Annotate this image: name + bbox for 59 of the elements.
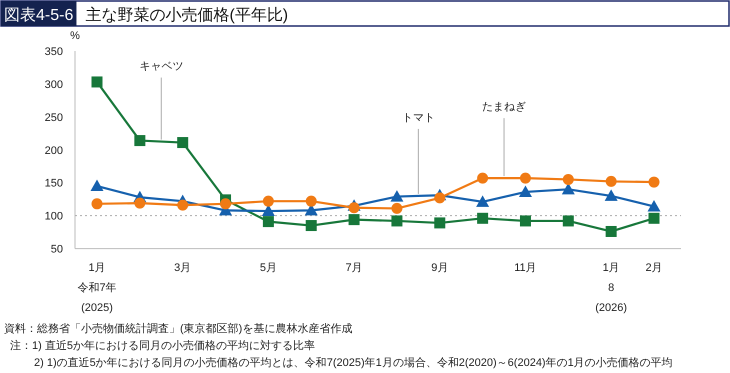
point [476, 195, 490, 207]
point [391, 215, 402, 226]
point [134, 135, 146, 146]
x-tick-label: 2月 [645, 262, 663, 274]
point [92, 198, 102, 210]
y-tick-label: 200 [44, 144, 63, 157]
y-axis-title: % [70, 30, 80, 42]
point [262, 204, 275, 216]
x-tick-label: 9月 [431, 262, 448, 274]
point [518, 185, 532, 197]
text: 注：1) 直近5か年における同月の小売価格の平均に対する比率 [10, 339, 315, 352]
point [90, 180, 104, 192]
y-tick-label: 350 [44, 46, 63, 58]
chart-subtitle: 主な野菜の小売価格(平年比) [85, 6, 288, 24]
text: トマト [402, 112, 435, 124]
point [348, 214, 360, 226]
x-tick-label: 5月 [260, 262, 277, 274]
y-tick-label: 150 [44, 178, 63, 190]
x-tick-label: 11月 [514, 262, 537, 274]
point [604, 189, 618, 201]
x-tick-label: 1月令和7年 (2025) [77, 262, 117, 314]
point [562, 215, 574, 226]
point [177, 137, 188, 148]
text: 2) 1)の直近5か年における同月の小売価格の平均とは、令和7(2025)年1月の場合、令和2(2020)～6(2024)年の1月の小売価格の平均 [34, 356, 673, 369]
y-tick-label: 250 [44, 112, 63, 124]
text: 資料：総務省「小売物価統計調査」(東京都区部)を基に農林水産省作成 [4, 322, 352, 335]
point [648, 200, 660, 212]
x-tick-label: 3月 [174, 262, 192, 274]
point [306, 220, 317, 232]
point [648, 176, 660, 188]
point [562, 174, 574, 185]
point [477, 172, 488, 184]
point [220, 198, 232, 210]
y-tick-label: 50 [50, 244, 63, 256]
point [606, 226, 617, 237]
point [434, 217, 446, 228]
text: たまねぎ [482, 101, 526, 114]
point [177, 200, 188, 211]
point [262, 196, 274, 207]
x-tick-label: 1月8 (2026) [595, 262, 628, 314]
point [262, 216, 274, 228]
point [520, 172, 531, 184]
point [648, 212, 660, 224]
y-tick-label: 100 [44, 210, 63, 223]
chart-title: 図表4-5-6 [4, 6, 74, 24]
y-tick-label: 300 [44, 78, 63, 91]
point [306, 196, 317, 207]
point [390, 190, 404, 202]
text: キャベツ [139, 60, 184, 73]
point [434, 192, 446, 204]
x-tick-label: 7月 [346, 262, 363, 274]
point [606, 176, 617, 187]
point [134, 198, 146, 209]
point [348, 202, 360, 214]
point [92, 76, 102, 88]
point [520, 215, 531, 226]
point [391, 202, 402, 214]
point [477, 212, 488, 224]
point [562, 182, 575, 194]
